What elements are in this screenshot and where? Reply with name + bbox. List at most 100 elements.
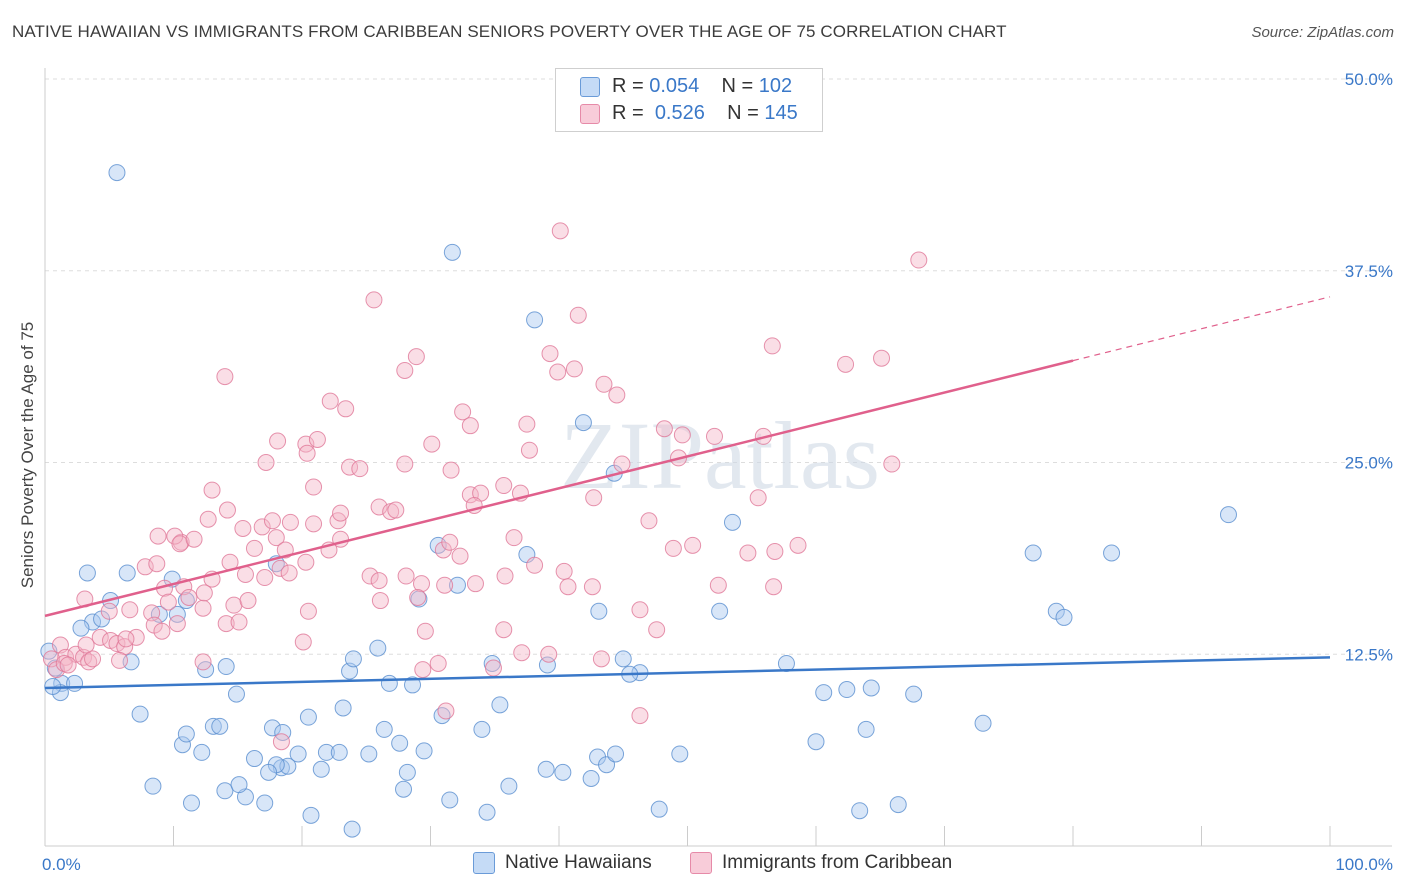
point-native-hawaiian — [857, 720, 875, 738]
chart-title: NATIVE HAWAIIAN VS IMMIGRANTS FROM CARIB… — [12, 22, 1007, 41]
point-caribbean — [180, 588, 198, 606]
point-caribbean — [281, 513, 299, 531]
point-native-hawaiian — [478, 803, 496, 821]
point-native-hawaiian — [108, 164, 126, 182]
point-caribbean — [217, 615, 235, 633]
point-caribbean — [496, 567, 514, 585]
point-native-hawaiian — [582, 770, 600, 788]
point-native-hawaiian — [723, 513, 741, 531]
stats-legend: R = 0.054 N = 102 R = 0.526 N = 145 — [555, 68, 823, 132]
point-caribbean — [365, 291, 383, 309]
point-native-hawaiian — [614, 650, 632, 668]
point-caribbean — [766, 542, 784, 560]
point-native-hawaiian — [177, 725, 195, 743]
point-native-hawaiian — [227, 685, 245, 703]
point-caribbean — [585, 489, 603, 507]
point-caribbean — [910, 251, 928, 269]
point-caribbean — [276, 541, 294, 559]
point-native-hawaiian — [1055, 608, 1073, 626]
point-native-hawaiian — [807, 733, 825, 751]
point-caribbean — [308, 430, 326, 448]
x-tick-label: 100.0% — [1335, 855, 1393, 874]
point-caribbean — [466, 575, 484, 593]
point-caribbean — [631, 707, 649, 725]
point-caribbean — [436, 576, 454, 594]
r-label: R = — [612, 75, 650, 97]
point-caribbean — [883, 455, 901, 473]
point-caribbean — [526, 556, 544, 574]
point-caribbean — [608, 386, 626, 404]
point-caribbean — [520, 441, 538, 459]
n-label: N = — [721, 75, 759, 97]
point-native-hawaiian — [1219, 506, 1237, 524]
point-caribbean — [441, 533, 459, 551]
tick-labels: 12.5% 25.0% 37.5% 50.0% 0.0% 100.0% — [42, 70, 1393, 874]
point-native-hawaiian — [415, 742, 433, 760]
point-caribbean — [263, 512, 281, 530]
point-native-hawaiian — [1103, 544, 1121, 562]
point-caribbean — [253, 518, 271, 536]
point-native-hawaiian — [334, 699, 352, 717]
point-native-hawaiian — [491, 696, 509, 714]
point-caribbean — [194, 599, 212, 617]
point-caribbean — [541, 345, 559, 363]
point-caribbean — [337, 400, 355, 418]
point-native-hawaiian — [526, 311, 544, 329]
point-native-hawaiian — [1024, 544, 1042, 562]
point-caribbean — [271, 559, 289, 577]
point-caribbean — [59, 656, 77, 674]
point-caribbean — [203, 481, 221, 499]
point-caribbean — [267, 529, 285, 547]
point-caribbean — [148, 555, 166, 573]
point-caribbean — [763, 337, 781, 355]
n-value: 102 — [758, 75, 793, 97]
point-caribbean — [407, 348, 425, 366]
point-native-hawaiian — [380, 674, 398, 692]
point-caribbean — [640, 512, 658, 530]
point-native-hawaiian — [317, 743, 335, 761]
point-native-hawaiian — [838, 681, 856, 699]
point-native-hawaiian — [144, 777, 162, 795]
point-caribbean — [414, 661, 432, 679]
point-native-hawaiian — [299, 708, 317, 726]
point-caribbean — [484, 659, 502, 677]
point-caribbean — [91, 628, 109, 646]
point-native-hawaiian — [118, 564, 136, 582]
point-native-hawaiian — [537, 760, 555, 778]
point-native-hawaiian — [260, 763, 278, 781]
point-caribbean — [423, 435, 441, 453]
point-native-hawaiian — [131, 705, 149, 723]
point-caribbean — [655, 420, 673, 438]
point-caribbean — [199, 510, 217, 528]
point-native-hawaiian — [78, 564, 96, 582]
point-caribbean — [77, 636, 95, 654]
point-caribbean — [461, 417, 479, 435]
point-caribbean — [549, 363, 567, 381]
point-caribbean — [361, 567, 379, 585]
point-caribbean — [565, 360, 583, 378]
point-native-hawaiian — [851, 802, 869, 820]
data-points — [40, 164, 1237, 838]
point-native-hawaiian — [711, 602, 729, 620]
point-caribbean — [569, 306, 587, 324]
point-caribbean — [429, 654, 447, 672]
point-native-hawaiian — [905, 685, 923, 703]
point-caribbean — [495, 477, 513, 495]
point-caribbean — [168, 615, 186, 633]
r-value: 0.526 — [654, 102, 705, 124]
point-caribbean — [631, 601, 649, 619]
point-caribbean — [111, 651, 129, 669]
point-caribbean — [613, 455, 631, 473]
point-native-hawaiian — [272, 759, 290, 777]
point-native-hawaiian — [974, 714, 992, 732]
point-native-hawaiian — [815, 684, 833, 702]
point-native-hawaiian — [216, 782, 234, 800]
point-native-hawaiian — [671, 745, 689, 763]
point-native-hawaiian — [245, 750, 263, 768]
point-caribbean — [305, 478, 323, 496]
y-axis-label: Seniors Poverty Over the Age of 75 — [18, 321, 37, 589]
point-native-hawaiian — [538, 656, 556, 674]
point-caribbean — [171, 535, 189, 553]
point-native-hawaiian — [230, 776, 248, 794]
